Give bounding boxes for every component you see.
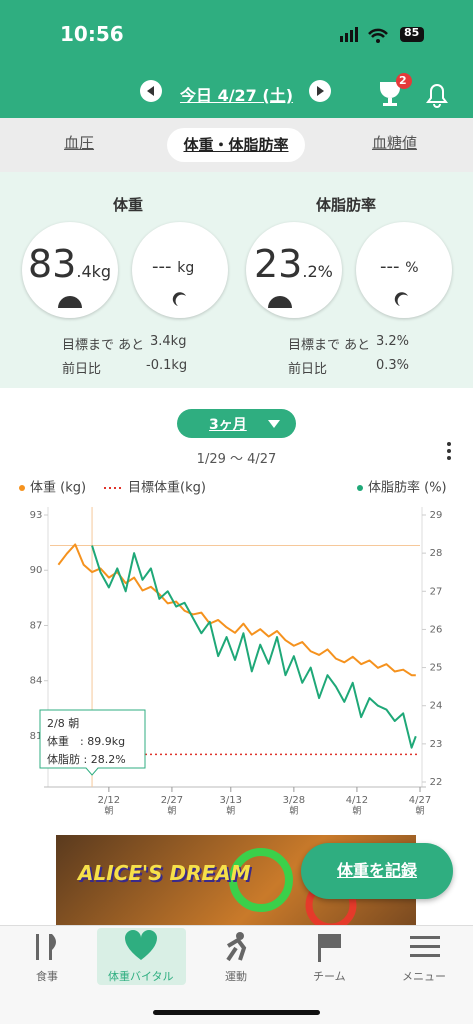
legend-label: 体重 (kg) bbox=[30, 480, 86, 496]
tooltip-body-fat: 体脂肪 : 28.2% bbox=[47, 752, 126, 766]
y-tick-label: 84 bbox=[30, 676, 43, 687]
x-tick-label: 3/28 bbox=[283, 795, 305, 806]
nav-icons bbox=[36, 930, 440, 962]
summary: 体重 体脂肪率 83.4kg --- kg 23.2% --- % 目標まで あ… bbox=[0, 172, 473, 388]
x-tick-label: 4/27 bbox=[409, 795, 431, 806]
y-tick-label: 93 bbox=[30, 510, 43, 521]
icons bbox=[380, 73, 448, 108]
y2-tick-label: 27 bbox=[430, 586, 443, 597]
date-nav bbox=[140, 80, 331, 102]
legend-label: 体脂肪率 (%) bbox=[368, 480, 447, 496]
x-tick-sublabel: 朝 bbox=[167, 806, 176, 817]
y2-tick-label: 24 bbox=[430, 701, 443, 712]
night-circle: --- kg bbox=[132, 222, 228, 318]
unit: kg bbox=[177, 260, 195, 276]
tabs: 血圧 体重・体脂肪率 血糖値 bbox=[0, 118, 473, 172]
nav-item[interactable]: チーム bbox=[313, 970, 346, 983]
y-tick-label: 87 bbox=[30, 620, 43, 631]
header: 10:56 85 今日 4/27 (土) 2 bbox=[0, 0, 473, 118]
x-tick-sublabel: 朝 bbox=[226, 806, 235, 817]
x-tick-label: 2/27 bbox=[161, 795, 183, 806]
ad-text: ALICE'S DREAM bbox=[78, 861, 251, 885]
morning-circle: 23.2% bbox=[246, 222, 342, 318]
nav-item[interactable]: メニュー bbox=[402, 970, 446, 983]
row-value: 3.2% bbox=[376, 334, 410, 349]
unit: % bbox=[405, 260, 419, 276]
tooltip-title: 2/8 朝 bbox=[47, 717, 79, 730]
nav: 食事 体重バイタル 運動 チーム メニュー bbox=[0, 925, 473, 1024]
value: .4 bbox=[76, 262, 92, 281]
x-tick-sublabel: 朝 bbox=[352, 806, 361, 817]
x-tick-label: 4/12 bbox=[346, 795, 368, 806]
section-title: 体重 bbox=[113, 196, 144, 214]
x-tick-label: 3/13 bbox=[220, 795, 242, 806]
tooltip: 2/8 朝体重 : 89.9kg 体脂肪 : 28.2% bbox=[39, 709, 146, 776]
tab[interactable]: 血糖値 bbox=[372, 134, 418, 152]
badge: 2 bbox=[399, 74, 407, 87]
row-value: 3.4kg bbox=[150, 334, 187, 349]
row-label: 前日比 bbox=[62, 362, 102, 377]
nav-item[interactable]: 食事 bbox=[36, 970, 58, 983]
value: --- bbox=[380, 256, 400, 277]
value: .2 bbox=[302, 262, 318, 281]
date-range: 1/29 〜 4/27 bbox=[0, 448, 473, 467]
y2-tick-label: 23 bbox=[430, 739, 443, 750]
battery: 85 bbox=[404, 26, 420, 39]
value: 83 bbox=[28, 242, 77, 286]
home-indicator bbox=[153, 1010, 320, 1015]
status-icons bbox=[340, 27, 424, 43]
nav-item[interactable]: 運動 bbox=[225, 970, 247, 983]
x-tick-label: 2/12 bbox=[98, 795, 120, 806]
unit: % bbox=[317, 262, 333, 281]
legend-marker bbox=[357, 485, 363, 491]
date-range-text: 1/29 〜 4/27 bbox=[196, 452, 277, 467]
tab-active[interactable]: 体重・体脂肪率 bbox=[167, 128, 305, 162]
nav-item-active[interactable]: 体重バイタル bbox=[108, 970, 174, 983]
row-value: -0.1kg bbox=[146, 358, 188, 373]
time-icons bbox=[58, 292, 408, 308]
y2-tick-label: 22 bbox=[430, 777, 443, 788]
value: 23 bbox=[254, 242, 303, 286]
y2-tick-label: 29 bbox=[430, 510, 443, 521]
y2-tick-label: 28 bbox=[430, 548, 443, 559]
unit: kg bbox=[91, 262, 112, 281]
x-tick-sublabel: 朝 bbox=[289, 806, 298, 817]
record-button[interactable]: 体重を記録 bbox=[301, 843, 453, 899]
row-label: 前日比 bbox=[288, 362, 328, 377]
legend-label: 目標体重(kg) bbox=[128, 480, 206, 496]
tab[interactable]: 血圧 bbox=[64, 134, 95, 152]
date[interactable]: 今日 4/27 (土) bbox=[180, 86, 294, 105]
row-label: 目標まで あと bbox=[288, 338, 371, 353]
row-label: 目標まで あと bbox=[62, 338, 145, 353]
y2-tick-label: 25 bbox=[430, 663, 443, 674]
section-title: 体脂肪率 bbox=[316, 196, 377, 214]
y-tick-label: 81 bbox=[30, 731, 43, 742]
value: --- bbox=[152, 256, 172, 277]
tooltip-weight: 体重 : 89.9kg bbox=[47, 734, 125, 748]
x-tick-sublabel: 朝 bbox=[415, 806, 424, 817]
tooltip-box bbox=[39, 709, 146, 776]
row-value: 0.3% bbox=[376, 358, 410, 373]
series-line bbox=[91, 545, 417, 749]
range-label: 3ヶ月 bbox=[209, 417, 247, 433]
y-tick-label: 90 bbox=[30, 565, 43, 576]
time: 10:56 bbox=[60, 22, 124, 46]
range-button[interactable]: 3ヶ月 bbox=[177, 409, 296, 438]
chart: 体重 (kg) 目標体重(kg) 体脂肪率 (%) 81 84 87 90 93 22 23 24 2… bbox=[19, 480, 447, 817]
more[interactable] bbox=[444, 440, 454, 464]
night-circle: --- % bbox=[356, 222, 452, 318]
y2-tick-label: 26 bbox=[430, 624, 443, 635]
legend-marker bbox=[19, 485, 25, 491]
x-tick-sublabel: 朝 bbox=[104, 806, 113, 817]
